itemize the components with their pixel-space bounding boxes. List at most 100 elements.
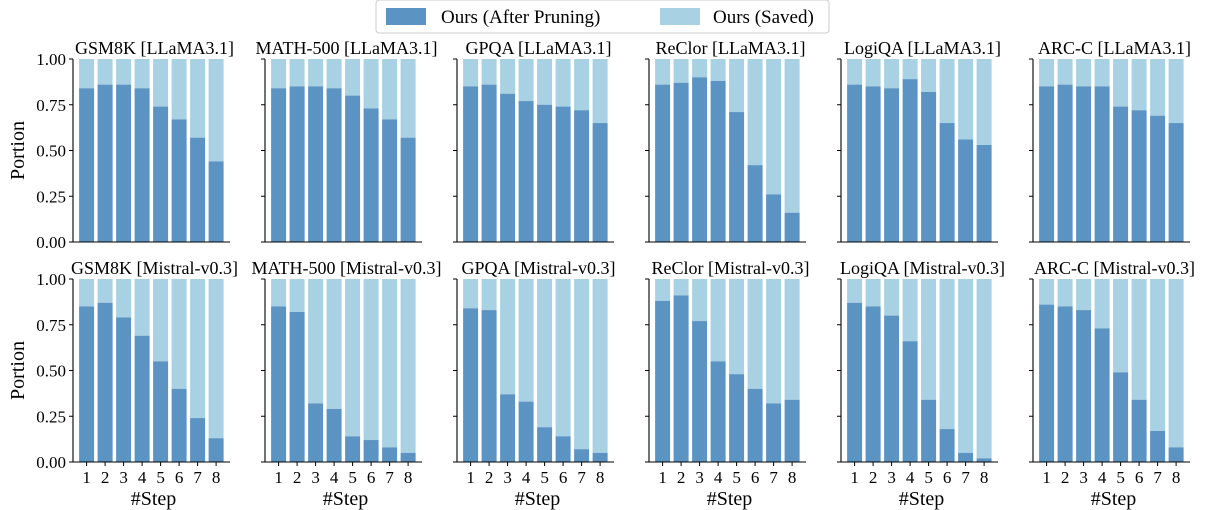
- bar-saved: [884, 279, 900, 316]
- bar-saved: [363, 59, 379, 109]
- bar-saved: [1039, 279, 1055, 305]
- x-tick-label: 6: [751, 468, 760, 487]
- bar-after-pruning: [939, 429, 955, 462]
- x-tick-label: 7: [961, 468, 970, 487]
- bar-saved: [463, 59, 479, 87]
- bar-after-pruning: [289, 311, 305, 462]
- bar-after-pruning: [518, 101, 534, 242]
- bar-after-pruning: [865, 86, 881, 242]
- panel-title: MATH-500 [LLaMA3.1]: [256, 38, 438, 58]
- chart-panel: GPQA [LLaMA3.1]: [453, 38, 614, 243]
- x-tick-label: 2: [1061, 468, 1070, 487]
- bar-after-pruning: [655, 84, 671, 243]
- bar-after-pruning: [1168, 447, 1184, 462]
- bar-after-pruning: [171, 119, 187, 242]
- legend-label-saved: Ours (Saved): [713, 7, 814, 28]
- bar-after-pruning: [921, 399, 937, 462]
- bar-saved: [729, 279, 745, 375]
- bar-saved: [382, 279, 398, 448]
- x-tick-label: 5: [156, 468, 165, 487]
- x-tick-label: 4: [714, 468, 723, 487]
- bar-after-pruning: [673, 295, 689, 462]
- bar-after-pruning: [537, 427, 553, 462]
- bar-after-pruning: [208, 161, 224, 242]
- bar-saved: [865, 59, 881, 87]
- panel-title: GPQA [LLaMA3.1]: [466, 38, 612, 58]
- bar-after-pruning: [308, 86, 324, 242]
- y-axis-label: Portion: [7, 341, 29, 400]
- x-tick-label: 3: [887, 468, 896, 487]
- bar-saved: [134, 59, 150, 89]
- x-tick-label: 1: [850, 468, 859, 487]
- bar-saved: [116, 59, 132, 85]
- bar-after-pruning: [79, 306, 95, 462]
- bar-after-pruning: [1131, 399, 1147, 462]
- bar-after-pruning: [555, 106, 571, 242]
- x-tick-label: 8: [596, 468, 605, 487]
- chart-panels: GSM8K [LLaMA3.1] 0.00 0.25 0.50 0.75 1.00 Port…: [7, 38, 1195, 510]
- x-axis-label: #Step: [1091, 488, 1137, 510]
- bar-saved: [500, 59, 516, 94]
- bar-after-pruning: [190, 418, 206, 462]
- bar-saved: [555, 59, 571, 107]
- bar-after-pruning: [271, 88, 287, 242]
- bar-saved: [921, 59, 937, 92]
- bar-after-pruning: [1076, 310, 1092, 462]
- bar-saved: [1057, 279, 1073, 307]
- x-tick-label: 7: [769, 468, 778, 487]
- bar-after-pruning: [1039, 304, 1055, 462]
- x-axis-label: #Step: [515, 488, 561, 510]
- bar-after-pruning: [345, 436, 361, 462]
- bar-saved: [518, 59, 534, 102]
- bar-after-pruning: [1131, 110, 1147, 243]
- bar-after-pruning: [1057, 306, 1073, 462]
- bar-after-pruning: [574, 449, 590, 462]
- chart-panel: ARC-C [LLaMA3.1]: [1029, 38, 1191, 243]
- x-tick-label: 1: [274, 468, 283, 487]
- bar-after-pruning: [537, 104, 553, 242]
- bar-saved: [97, 59, 113, 85]
- chart-panel: ARC-C [Mistral-v0.3] 1 2 3 4 5 6 7 8 #Step: [1029, 258, 1195, 510]
- bar-after-pruning: [958, 452, 974, 462]
- bar-after-pruning: [784, 399, 800, 462]
- x-axis-label: #Step: [323, 488, 369, 510]
- bar-after-pruning: [190, 137, 206, 242]
- bar-saved: [308, 59, 324, 87]
- bar-after-pruning: [747, 165, 763, 242]
- bar-after-pruning: [1113, 372, 1129, 462]
- bar-saved: [400, 279, 416, 453]
- bar-after-pruning: [555, 436, 571, 462]
- x-axis-label: #Step: [131, 488, 177, 510]
- x-tick-label: 3: [695, 468, 704, 487]
- chart-panel: LogiQA [LLaMA3.1]: [837, 38, 1001, 243]
- bar-saved: [79, 59, 95, 89]
- bar-saved: [1076, 59, 1092, 87]
- bar-saved: [271, 279, 287, 307]
- legend-frame: [375, 0, 830, 34]
- bar-after-pruning: [976, 458, 992, 462]
- x-tick-label: 7: [577, 468, 586, 487]
- bar-after-pruning: [958, 139, 974, 242]
- chart-panel: LogiQA [Mistral-v0.3] 1 2 3 4 5 6 7 8 #Step: [837, 258, 1005, 510]
- bar-after-pruning: [208, 438, 224, 462]
- bar-saved: [271, 59, 287, 89]
- bar-saved: [518, 279, 534, 402]
- x-tick-label: 6: [1135, 468, 1144, 487]
- bar-saved: [1076, 279, 1092, 311]
- bar-after-pruning: [363, 440, 379, 462]
- bar-after-pruning: [1113, 106, 1129, 242]
- x-tick-label: 1: [466, 468, 475, 487]
- bar-after-pruning: [592, 452, 608, 462]
- bar-after-pruning: [400, 452, 416, 462]
- x-tick-label: 3: [1079, 468, 1088, 487]
- y-tick-label: 1.00: [36, 50, 66, 69]
- x-tick-label: 4: [138, 468, 147, 487]
- y-tick-label: 0.00: [36, 453, 66, 472]
- bar-saved: [134, 279, 150, 336]
- bar-saved: [481, 279, 497, 311]
- bar-saved: [289, 279, 305, 312]
- bar-saved: [958, 279, 974, 453]
- bar-saved: [747, 59, 763, 166]
- bar-after-pruning: [692, 321, 708, 462]
- bar-after-pruning: [116, 84, 132, 243]
